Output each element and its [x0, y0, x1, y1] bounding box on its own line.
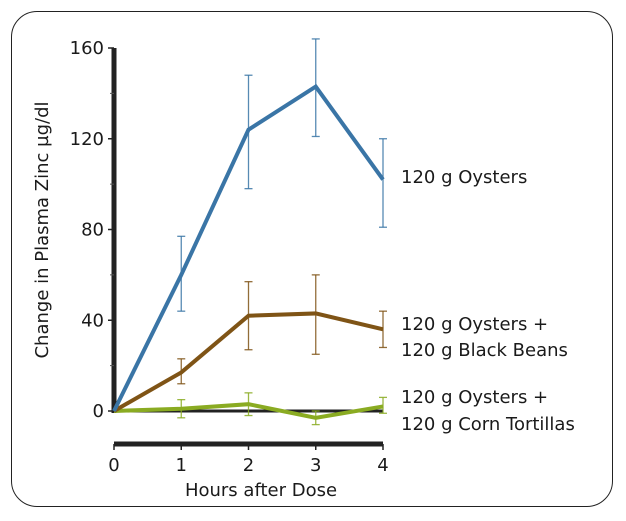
x-tick-label: 0: [108, 455, 119, 476]
series-label: 120 g Oysters: [401, 167, 527, 188]
series-label: 120 g Oysters +: [401, 387, 548, 408]
series-0: [112, 38, 387, 412]
series-label: 120 g Corn Tortillas: [401, 414, 575, 435]
x-tick-label: 2: [243, 455, 254, 476]
x-tick-label: 3: [310, 455, 321, 476]
y-tick-label: 40: [81, 310, 104, 331]
series-1: [113, 274, 387, 413]
y-tick-label: 80: [81, 220, 104, 241]
series-2: [113, 392, 387, 426]
x-tick-label: 4: [377, 455, 388, 476]
series-layer: [112, 38, 387, 426]
series-label: 120 g Black Beans: [401, 340, 568, 361]
chart-frame: [11, 11, 613, 507]
x-axis-title: Hours after Dose: [185, 480, 337, 501]
labels-layer: Hours after Dose Change in Plasma Zinc µ…: [32, 101, 575, 501]
y-tick-label: 160: [70, 38, 104, 59]
y-tick-label: 0: [93, 401, 104, 422]
x-tick-label: 1: [176, 455, 187, 476]
y-tick-label: 120: [70, 129, 104, 150]
axes: 0 40 80 120 160 0 1 2 3 4: [70, 38, 389, 476]
series-label: 120 g Oysters +: [401, 314, 548, 335]
y-axis-title: Change in Plasma Zinc µg/dl: [32, 101, 53, 358]
